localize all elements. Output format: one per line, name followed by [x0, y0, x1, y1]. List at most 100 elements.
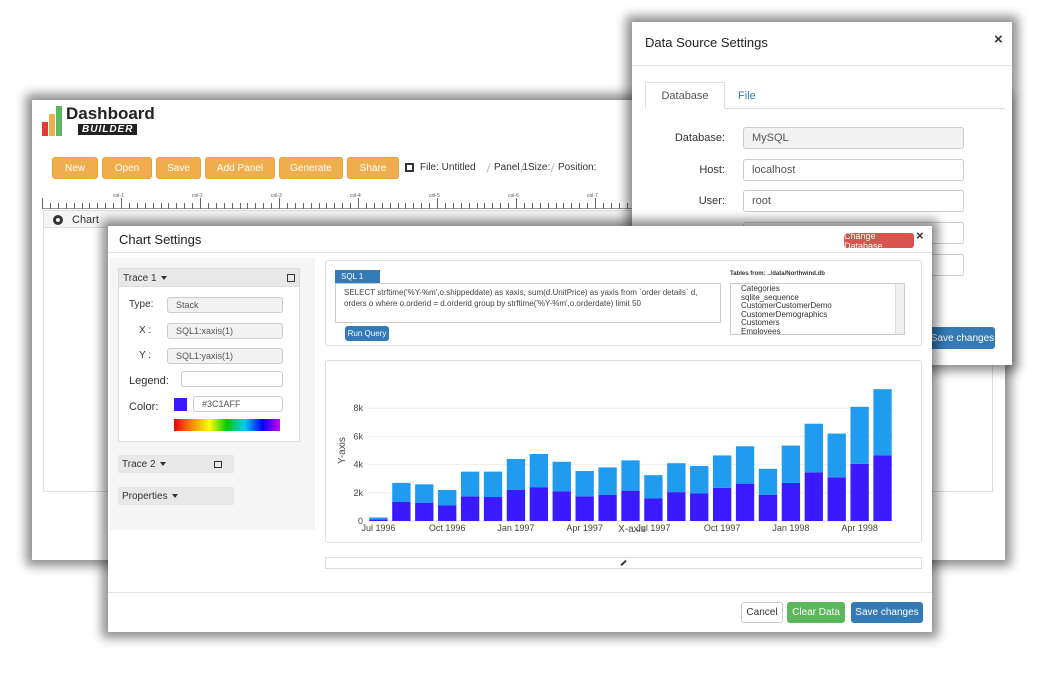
ruler-tick — [105, 203, 107, 209]
expand-icon[interactable] — [287, 274, 295, 282]
trace-header[interactable]: Trace 1 — [119, 269, 299, 287]
sql-box: SQL 1 SELECT strftime('%Y-%m',o.shippedd… — [325, 260, 922, 346]
ruler-tick — [184, 203, 186, 209]
resize-icon[interactable] — [620, 559, 627, 567]
trace-title-text[interactable]: Trace 1 — [123, 273, 157, 284]
tab[interactable]: File — [738, 90, 756, 102]
toolbar-button[interactable]: New — [52, 157, 98, 179]
toolbar-button[interactable]: Generate — [279, 157, 343, 179]
panel-title: Chart — [72, 214, 99, 226]
bar — [598, 467, 617, 495]
table-item[interactable]: CustomerDemographics — [741, 309, 828, 319]
ruler-tick — [350, 203, 352, 209]
ruler-tick — [397, 203, 399, 209]
save-button[interactable]: Save changes — [851, 602, 923, 623]
divider — [108, 592, 932, 593]
tab-line — [645, 108, 1005, 109]
ruler-tick — [476, 203, 478, 209]
bar — [598, 494, 617, 521]
bar — [827, 433, 846, 478]
ruler-label: col-4 — [350, 193, 361, 199]
ruler-tick — [255, 203, 257, 209]
ruler-tick — [358, 198, 359, 209]
bar — [873, 389, 892, 456]
color-swatch[interactable] — [174, 398, 187, 411]
ruler-tick — [468, 203, 470, 209]
ruler-tick — [89, 203, 91, 209]
divider — [108, 252, 932, 253]
input[interactable]: localhost — [743, 158, 964, 181]
table-item[interactable]: Customers — [741, 318, 780, 328]
select[interactable]: SQL1:xaxis(1) — [167, 322, 283, 339]
input[interactable]: root — [743, 190, 964, 212]
bar — [735, 446, 755, 484]
y-tick-label: 8k — [353, 403, 363, 413]
close-button[interactable]: × — [916, 228, 924, 243]
table-item[interactable]: Employees — [741, 326, 781, 335]
tab[interactable]: Database — [645, 82, 725, 109]
query-editor[interactable]: SELECT strftime('%Y-%m',o.shippeddate) a… — [335, 283, 721, 323]
sql-tab[interactable]: SQL 1 — [335, 270, 380, 283]
ruler-tick — [460, 203, 462, 209]
bar — [529, 487, 549, 521]
toolbar-button[interactable]: Save — [156, 157, 201, 179]
cancel-button[interactable]: Cancel — [741, 602, 783, 623]
bar — [575, 470, 594, 497]
toolbar-button[interactable]: Add Panel — [205, 157, 275, 179]
ruler-tick — [113, 203, 115, 209]
ruler-tick — [279, 198, 280, 209]
save-button[interactable]: Save changes — [930, 327, 995, 349]
ruler-tick — [587, 203, 589, 209]
bar — [712, 487, 732, 521]
select[interactable]: Stack — [167, 297, 283, 313]
resize-bar[interactable] — [325, 557, 922, 569]
caret — [159, 462, 166, 467]
table-item[interactable]: CustomerCustomerDemo — [741, 301, 832, 311]
ruler-tick — [57, 203, 59, 209]
trace-title[interactable]: Trace 1 — [123, 273, 167, 284]
close-button[interactable]: × — [994, 31, 1003, 48]
field-label: Database: — [674, 132, 725, 144]
toolbar-button[interactable]: Share — [347, 157, 399, 179]
ruler-tick — [136, 203, 138, 209]
select[interactable]: SQL1:yaxis(1) — [167, 348, 283, 364]
select[interactable]: MySQL — [743, 127, 964, 149]
ruler-label: col-6 — [508, 193, 519, 199]
ruler-tick — [365, 203, 367, 209]
trace-header[interactable]: Trace 2 — [118, 455, 234, 473]
ruler-tick — [247, 203, 249, 209]
table-item[interactable]: sqlite_sequence — [741, 292, 799, 302]
trace-title-text[interactable]: Trace 2 — [122, 459, 156, 470]
color-input[interactable]: #3C1AFF — [193, 396, 283, 412]
bar — [483, 471, 503, 498]
ruler-tick — [310, 203, 312, 209]
legend-input[interactable] — [181, 371, 283, 387]
properties-header[interactable]: Properties — [118, 487, 234, 505]
collapse-icon[interactable] — [214, 461, 222, 468]
ruler-tick — [429, 203, 431, 209]
ruler-tick — [413, 203, 415, 209]
ruler-tick — [555, 203, 557, 209]
ruler-tick — [192, 203, 194, 209]
table-item[interactable]: Categories — [741, 284, 780, 293]
ruler-tick — [160, 203, 162, 209]
clear-data-button[interactable]: Clear Data — [787, 602, 845, 623]
breadcrumb: Position: — [558, 162, 597, 173]
ruler-tick — [618, 203, 620, 209]
toolbar-button[interactable]: Open — [102, 157, 152, 179]
bar — [735, 483, 755, 521]
field-label: X : — [139, 324, 152, 336]
properties-text[interactable]: Properties — [122, 491, 168, 502]
tables-list[interactable]: Categories sqlite_sequence CustomerCustome… — [730, 283, 905, 335]
bar — [690, 493, 709, 521]
change-database-button[interactable]: Change Database — [844, 231, 914, 251]
color-picker[interactable] — [174, 419, 280, 431]
bar — [850, 406, 869, 464]
ruler-tick — [421, 203, 423, 209]
ruler-tick — [547, 203, 549, 209]
bar — [621, 460, 640, 491]
ruler-tick — [263, 203, 265, 209]
x-tick-label: Oct 1996 — [429, 523, 466, 533]
bar — [758, 468, 778, 495]
run-query-button[interactable]: Run Query — [345, 326, 389, 341]
